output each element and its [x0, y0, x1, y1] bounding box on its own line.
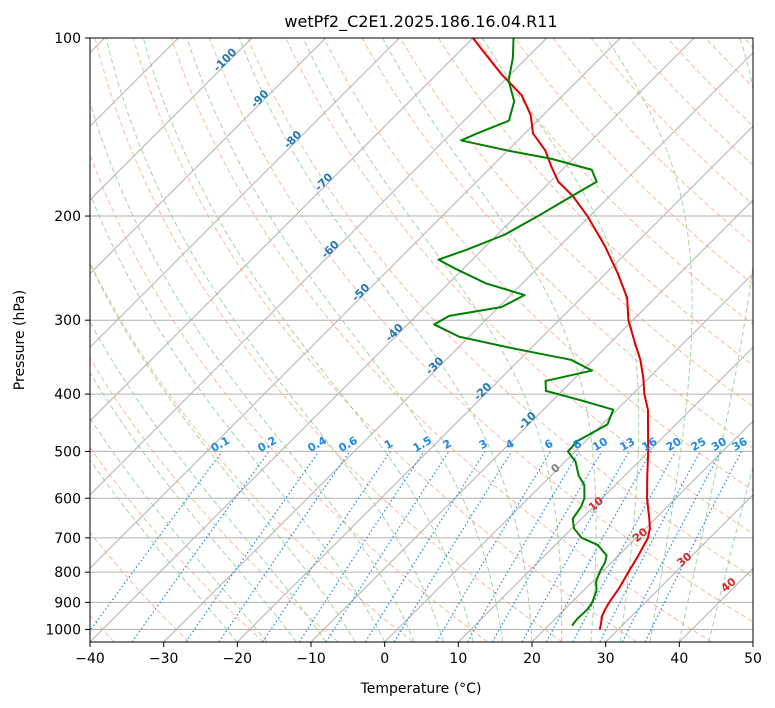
y-axis-title: Pressure (hPa)	[12, 290, 28, 390]
moist-adiabat-line	[186, 38, 504, 642]
dry-adiabat-line	[285, 38, 753, 535]
x-tick-label: −40	[75, 651, 105, 667]
moist-adiabat-line	[606, 38, 693, 642]
y-tick-label: 700	[54, 531, 81, 547]
x-tick-label: 30	[597, 651, 615, 667]
x-tick-label: −30	[149, 651, 179, 667]
y-tick-label: 500	[54, 444, 81, 460]
x-tick-label: 0	[380, 651, 389, 667]
mixing-ratio-line	[298, 451, 425, 642]
moist-adiabat-line	[90, 321, 327, 642]
isotherm-line	[90, 38, 253, 201]
isotherm-line	[236, 125, 753, 642]
dry-adiabat-line	[475, 38, 753, 326]
moist-adiabat-line	[142, 38, 474, 642]
mixing-ratio-line	[262, 451, 391, 642]
dewpoint-profile	[433, 38, 615, 627]
isotherm-line	[90, 38, 474, 422]
mixing-ratio-line	[572, 451, 677, 642]
y-tick-label: 300	[54, 313, 81, 329]
isotherm-line	[384, 272, 753, 642]
moist-adiabat-line	[708, 465, 753, 642]
mixing-ratio-line	[545, 451, 652, 642]
y-tick-label: 1000	[45, 622, 81, 638]
moist-adiabat-line	[90, 417, 268, 642]
y-tick-label: 800	[54, 565, 81, 581]
isotherm-line	[90, 38, 327, 275]
isotherm-line	[531, 420, 753, 642]
plot-frame	[89, 37, 754, 643]
isotherm-line	[90, 38, 695, 642]
mixing-ratio-line	[90, 451, 223, 632]
y-tick-label: 200	[54, 209, 81, 225]
x-tick-label: 50	[744, 651, 762, 667]
isotherm-line	[90, 38, 621, 570]
isotherm-line	[457, 346, 753, 642]
x-tick-label: −20	[223, 651, 253, 667]
moist-adiabat-line	[238, 38, 533, 642]
moist-adiabat-line	[90, 262, 356, 642]
temperature-profile	[472, 38, 651, 630]
moist-adiabat-line	[302, 38, 563, 642]
x-tick-label: 20	[523, 651, 541, 667]
dry-adiabat-line	[247, 38, 753, 578]
x-tick-label: 10	[449, 651, 467, 667]
isotherm-line	[90, 38, 400, 349]
dry-adiabat-line	[132, 38, 638, 642]
mixing-ratio-line	[185, 451, 320, 642]
dry-adiabat-line	[514, 38, 753, 285]
x-tick-label: 40	[670, 651, 688, 667]
dry-adiabat-line	[170, 38, 712, 642]
dry-adiabat-line	[323, 38, 753, 492]
chart-title: wetPf2_C2E1.2025.186.16.04.R11	[284, 12, 557, 32]
plot-area	[90, 38, 753, 642]
y-tick-label: 400	[54, 387, 81, 403]
axes: −40 −30 −20 −10 0 10 20 30 40 50 1000 900 800 700 600 5…	[45, 31, 762, 667]
isotherm-line	[605, 493, 753, 642]
x-axis-title: Temperature (°C)	[360, 681, 482, 697]
moist-adiabat-line	[105, 38, 445, 642]
mixing-ratio-line	[218, 451, 351, 642]
mixing-ratio-line	[521, 451, 630, 642]
dry-adiabat-line	[90, 261, 414, 642]
mixing-ratio-line	[644, 451, 743, 642]
dry-adiabat-line	[90, 531, 190, 642]
x-tick-label: −10	[296, 651, 326, 667]
y-tick-label: 900	[54, 595, 81, 611]
moist-adiabat-line	[90, 459, 238, 642]
y-tick-label: 100	[54, 31, 81, 47]
mixing-ratio-line	[325, 451, 450, 642]
moist-adiabat-line	[678, 38, 753, 642]
isotherm-line	[90, 38, 548, 496]
moist-adiabat-line	[90, 192, 386, 642]
mixing-ratio-line	[621, 451, 722, 642]
mixing-ratio-line	[131, 451, 270, 642]
y-tick-label: 600	[54, 491, 81, 507]
dry-adiabat-line	[399, 38, 753, 408]
mixing-ratio-line	[393, 451, 513, 642]
isotherm-line	[163, 51, 753, 642]
